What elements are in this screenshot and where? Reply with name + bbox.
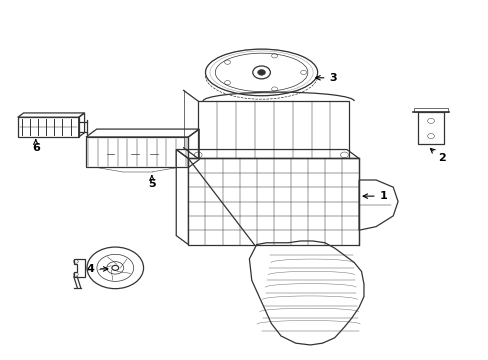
- Bar: [86, 137, 188, 167]
- Bar: [417, 112, 444, 144]
- Text: 5: 5: [148, 176, 155, 189]
- Bar: [188, 158, 358, 244]
- Text: 3: 3: [315, 73, 336, 83]
- Bar: [413, 108, 447, 112]
- Text: 6: 6: [32, 140, 40, 153]
- Text: 1: 1: [363, 191, 386, 201]
- Bar: [18, 117, 79, 137]
- Text: 2: 2: [429, 149, 445, 163]
- Bar: [198, 101, 348, 158]
- Text: 4: 4: [87, 264, 108, 274]
- Circle shape: [257, 69, 265, 75]
